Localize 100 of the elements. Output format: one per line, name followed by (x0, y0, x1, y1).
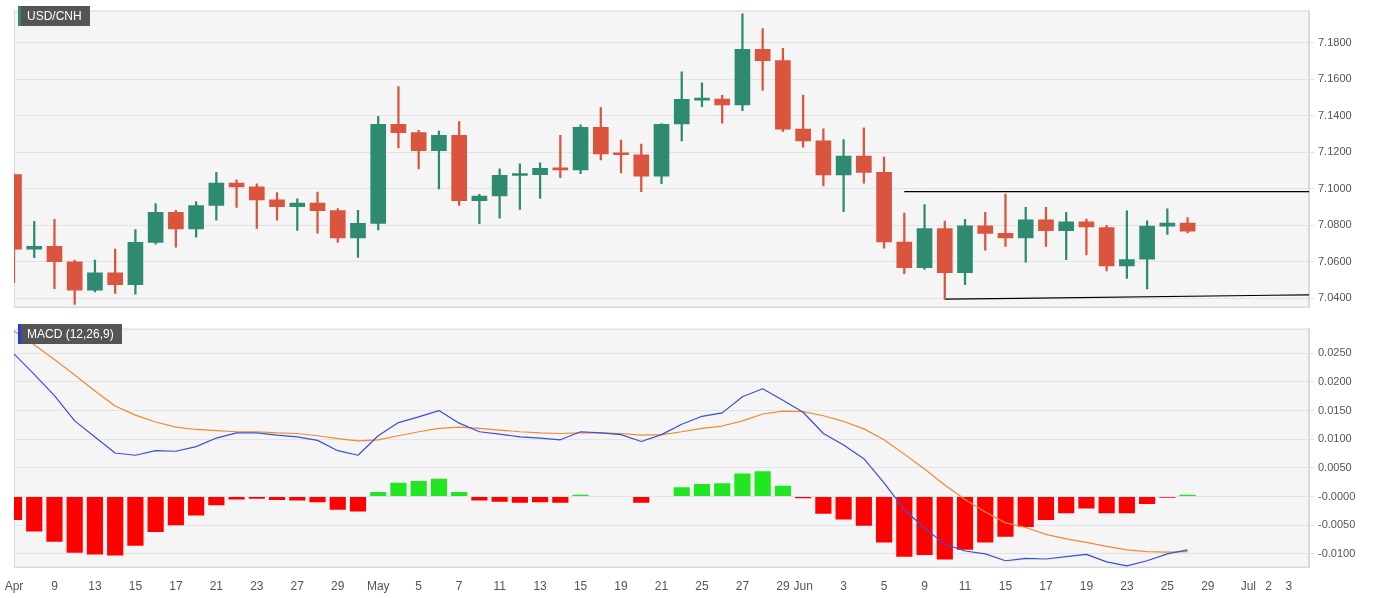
x-tick-label: 15 (128, 579, 143, 594)
bar (734, 473, 751, 497)
bar (86, 497, 104, 555)
y-tick-label: -0.0000 (1318, 489, 1356, 502)
x-tick-label: Jul (1240, 579, 1256, 594)
y-tick-label: 0.0150 (1318, 403, 1352, 416)
bar (673, 487, 690, 497)
bar (430, 478, 448, 497)
y-tick-label: -0.0100 (1318, 546, 1356, 559)
bar (1098, 497, 1115, 514)
bar (127, 497, 144, 546)
x-tick-label: 29 (1201, 579, 1215, 594)
x-tick-label: 13 (88, 579, 102, 594)
bar (754, 471, 771, 497)
x-tick-label: Jun (793, 579, 813, 594)
x-tick-label: 9 (51, 579, 59, 594)
x-tick-label: 15 (573, 579, 588, 594)
bar (511, 497, 528, 503)
bar (916, 497, 933, 555)
bar (309, 497, 326, 503)
x-tick-label: 7 (455, 579, 463, 594)
x-tick-label: 27 (735, 579, 750, 594)
y-tick-label: 7.0600 (1318, 254, 1352, 267)
y-tick-label: 7.1200 (1318, 145, 1352, 158)
bar (532, 497, 549, 503)
x-tick-label: 3 (840, 579, 848, 594)
x-tick-label: 21 (654, 579, 669, 594)
x-tick-label: 23 (1120, 579, 1134, 594)
x-tick-label: 5 (880, 579, 888, 594)
x-tick-label: 11 (958, 579, 972, 594)
bar (956, 497, 974, 550)
x-tick-label: 17 (1039, 579, 1053, 594)
bar (693, 483, 711, 497)
bar (390, 482, 407, 497)
bar (349, 497, 367, 512)
bar (107, 497, 124, 556)
bar (936, 497, 953, 560)
x-tick-label: 25 (695, 579, 709, 594)
x-tick-label: 2 (1265, 579, 1273, 594)
bar (268, 497, 286, 500)
bar (471, 497, 488, 501)
bar (1058, 497, 1075, 514)
y-tick-label: 7.1400 (1318, 108, 1352, 121)
x-tick-label: 29 (776, 579, 790, 594)
bar (774, 485, 791, 497)
y-tick-label: 0.0050 (1318, 460, 1352, 473)
bar (1078, 497, 1095, 509)
y-tick-label: 0.0100 (1318, 432, 1352, 445)
y-tick-label: 7.0400 (1318, 291, 1352, 304)
bar (66, 497, 83, 553)
bar (633, 497, 650, 503)
bar (208, 497, 225, 506)
bar (46, 497, 63, 542)
y-tick-label: 7.1600 (1318, 72, 1352, 85)
y-tick-label: -0.0050 (1318, 518, 1356, 531)
x-tick-label: 19 (1079, 579, 1094, 594)
y-tick-label: 7.0800 (1318, 218, 1352, 231)
x-tick-label: 11 (493, 579, 507, 594)
y-tick-label: 0.0250 (1318, 346, 1352, 359)
bar (896, 497, 913, 557)
bar (491, 497, 508, 502)
bar (552, 497, 569, 503)
bar (997, 497, 1014, 537)
bar (167, 497, 184, 526)
bar (1118, 497, 1135, 514)
bar (835, 497, 852, 520)
x-tick-label: 19 (614, 579, 629, 594)
bar (714, 483, 731, 497)
x-tick-label: 17 (169, 579, 183, 594)
bar (875, 497, 893, 543)
x-tick-label: 29 (331, 579, 345, 594)
x-tick-label: 5 (415, 579, 423, 594)
x-tick-label: 21 (209, 579, 224, 594)
bar (977, 497, 994, 543)
y-tick-label: 7.1800 (1318, 35, 1352, 48)
chart-title: MACD (12,26,9) (18, 324, 122, 344)
bar (1017, 497, 1034, 527)
bar (1139, 497, 1156, 504)
bar (289, 497, 306, 501)
bar (815, 497, 832, 514)
x-tick-label: 27 (290, 579, 305, 594)
x-tick-label: Apr (4, 579, 24, 594)
x-tick-label: 23 (250, 579, 264, 594)
x-tick-label: 25 (1160, 579, 1175, 594)
x-tick-label: May (366, 579, 390, 594)
bar (1037, 497, 1055, 521)
y-tick-label: 0.0200 (1318, 374, 1352, 387)
bar (370, 491, 387, 497)
chart-title: USD/CNH (18, 6, 90, 26)
y-tick-label: 7.1000 (1318, 181, 1352, 194)
x-tick-label: 15 (998, 579, 1013, 594)
bar (855, 497, 872, 526)
bar (147, 497, 164, 533)
bar (26, 497, 43, 532)
bar (188, 497, 205, 516)
x-tick-label: 3 (1285, 579, 1293, 594)
x-tick-label: 13 (533, 579, 548, 594)
bar (451, 491, 468, 497)
bar (410, 481, 427, 497)
x-tick-label: 9 (921, 579, 929, 594)
